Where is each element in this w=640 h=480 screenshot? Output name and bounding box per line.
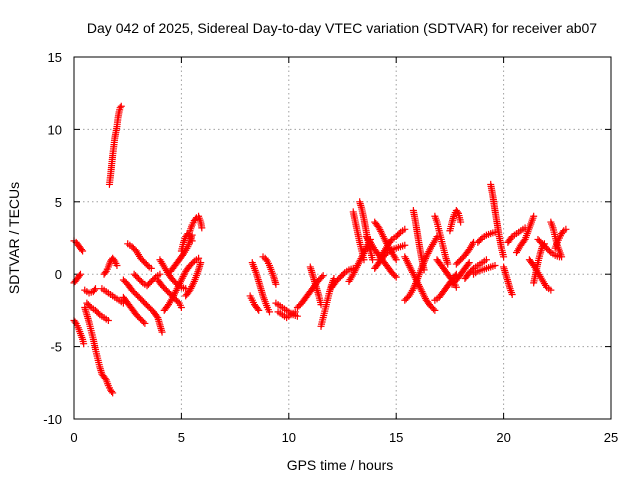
- data-point: [392, 256, 400, 264]
- data-point: [76, 270, 84, 278]
- data-point: [395, 230, 403, 238]
- data-point: [444, 260, 452, 268]
- x-axis-label: GPS time / hours: [287, 457, 394, 473]
- data-point: [465, 259, 473, 267]
- data-point: [139, 318, 147, 326]
- data-point: [272, 280, 280, 288]
- data-point: [255, 306, 263, 314]
- data-point: [457, 218, 465, 226]
- data-point: [147, 264, 155, 272]
- data-point: [545, 247, 553, 255]
- data-point: [500, 253, 508, 261]
- chart-title: Day 042 of 2025, Sidereal Day-to-day VTE…: [87, 20, 597, 36]
- y-tick-label: 5: [55, 195, 62, 210]
- data-point: [86, 302, 94, 310]
- data-point: [482, 256, 490, 264]
- data-point: [109, 389, 117, 397]
- data-point: [158, 328, 166, 336]
- data-point: [464, 260, 472, 268]
- data-point: [452, 283, 460, 291]
- data-point: [319, 272, 327, 280]
- data-point: [491, 262, 499, 270]
- data-point: [198, 224, 206, 232]
- grid-lines: [74, 57, 611, 419]
- plot-frame: [73, 56, 612, 420]
- data-point: [144, 262, 152, 270]
- data-point: [113, 262, 121, 270]
- data-point: [318, 273, 326, 281]
- data-point: [94, 309, 102, 317]
- data-point: [422, 255, 430, 263]
- data-point: [101, 269, 109, 277]
- data-point: [153, 312, 161, 320]
- data-point: [262, 256, 270, 264]
- data-point: [547, 286, 555, 294]
- data-point: [188, 237, 196, 245]
- data-point: [197, 259, 205, 267]
- x-tick-label: 0: [70, 430, 77, 445]
- data-point: [185, 231, 193, 239]
- data-point: [117, 102, 125, 110]
- data-point: [558, 253, 566, 261]
- data-point: [80, 340, 88, 348]
- data-point: [491, 228, 499, 236]
- y-tick-label: -10: [43, 412, 62, 427]
- x-tick-label: 25: [604, 430, 618, 445]
- y-tick-label: 10: [48, 122, 62, 137]
- data-point: [477, 235, 485, 243]
- data-point: [401, 241, 409, 249]
- data-point: [265, 308, 273, 316]
- data-point: [174, 298, 182, 306]
- data-point: [339, 270, 347, 278]
- data-point: [420, 266, 428, 274]
- data-point: [392, 273, 400, 281]
- data-point: [431, 306, 439, 314]
- data-point: [177, 304, 185, 312]
- data-point: [562, 225, 570, 233]
- data-point: [150, 275, 158, 283]
- x-tick-label: 20: [496, 430, 510, 445]
- data-point: [468, 266, 476, 274]
- y-tick-label: 0: [55, 267, 62, 282]
- data-point: [293, 312, 301, 320]
- data-point: [75, 272, 83, 280]
- x-tick-label: 15: [389, 430, 403, 445]
- data-point: [90, 286, 98, 294]
- data-point: [78, 246, 86, 254]
- data-point: [409, 285, 417, 293]
- y-tick-label: 15: [48, 50, 62, 65]
- data-point: [254, 305, 262, 313]
- data-points: [70, 102, 570, 397]
- x-tick-label: 5: [178, 430, 185, 445]
- data-point: [508, 290, 516, 298]
- data-point: [410, 283, 418, 291]
- data-point: [291, 308, 299, 316]
- data-point: [401, 225, 409, 233]
- x-tick-label: 10: [282, 430, 296, 445]
- data-point: [108, 387, 116, 395]
- data-point: [137, 277, 145, 285]
- data-point: [382, 250, 390, 258]
- data-point: [530, 212, 538, 220]
- data-point: [369, 256, 377, 264]
- data-point: [391, 272, 399, 280]
- data-point: [79, 247, 87, 255]
- data-point: [360, 256, 368, 264]
- data-point: [429, 305, 437, 313]
- data-point: [453, 208, 461, 216]
- data-point: [91, 285, 99, 293]
- data-point: [110, 256, 118, 264]
- y-axis-label: SDTVAR / TECUs: [6, 182, 22, 294]
- y-tick-label: -5: [50, 340, 62, 355]
- data-point: [433, 233, 441, 241]
- data-point: [156, 270, 164, 278]
- data-point: [116, 104, 124, 112]
- data-point: [141, 319, 149, 327]
- data-point: [195, 254, 203, 262]
- data-point: [104, 317, 112, 325]
- data-point: [71, 318, 79, 326]
- data-point: [189, 259, 197, 267]
